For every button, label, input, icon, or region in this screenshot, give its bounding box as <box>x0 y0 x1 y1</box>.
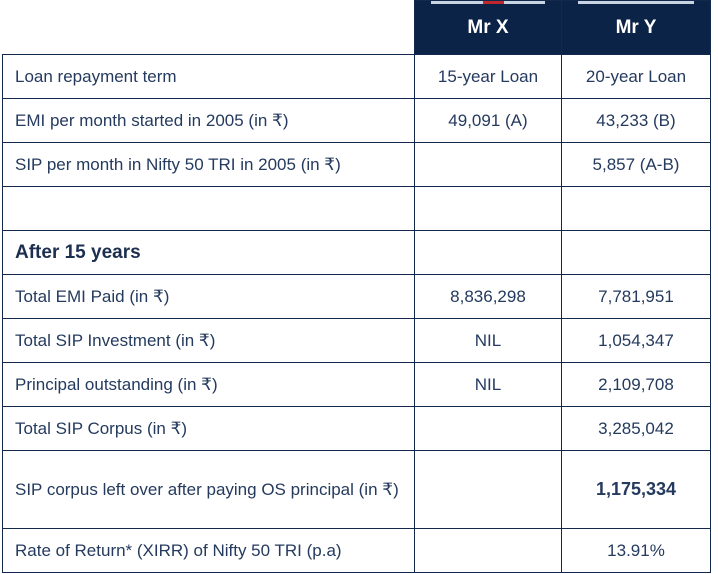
cell-mr-x <box>414 528 562 573</box>
cell-mr-x: 8,836,298 <box>414 274 562 319</box>
row-label: SIP per month in Nifty 50 TRI in 2005 (i… <box>2 142 415 187</box>
row-label: EMI per month started in 2005 (in ₹) <box>2 98 415 143</box>
row-label: Total EMI Paid (in ₹) <box>2 274 415 319</box>
section-heading: After 15 years <box>2 230 415 275</box>
cell-mr-y-highlight: 1,175,334 <box>561 450 711 529</box>
cell-mr-y: 43,233 (B) <box>561 98 711 143</box>
row-label: Total SIP Corpus (in ₹) <box>2 406 415 451</box>
cell-mr-x <box>414 406 562 451</box>
cell-mr-x: NIL <box>414 362 562 407</box>
table-row: Total SIP Corpus (in ₹) 3,285,042 <box>2 406 711 451</box>
table-row: EMI per month started in 2005 (in ₹) 49,… <box>2 98 711 143</box>
cell-mr-y <box>561 230 711 275</box>
cell-mr-x <box>414 450 562 529</box>
table-row: Total EMI Paid (in ₹) 8,836,298 7,781,95… <box>2 274 711 319</box>
header-blank-cell <box>2 0 415 55</box>
header-mr-x: Mr X <box>414 0 562 55</box>
section-heading-row: After 15 years <box>2 230 711 275</box>
cell-mr-y: 2,109,708 <box>561 362 711 407</box>
cell-mr-y: 5,857 (A-B) <box>561 142 711 187</box>
header-mr-x-label: Mr X <box>467 16 509 38</box>
row-label <box>2 186 415 231</box>
cell-mr-x <box>414 186 562 231</box>
table-row: Total SIP Investment (in ₹) NIL 1,054,34… <box>2 318 711 363</box>
table-row-spacer <box>2 186 711 231</box>
row-label: Rate of Return* (XIRR) of Nifty 50 TRI (… <box>2 528 415 573</box>
header-mr-y-label: Mr Y <box>615 16 657 38</box>
cell-mr-y: 7,781,951 <box>561 274 711 319</box>
cell-mr-y: 1,054,347 <box>561 318 711 363</box>
header-mr-y: Mr Y <box>561 0 711 55</box>
row-label: SIP corpus left over after paying OS pri… <box>2 450 415 529</box>
cell-mr-y: 3,285,042 <box>561 406 711 451</box>
row-label: Principal outstanding (in ₹) <box>2 362 415 407</box>
table-row: Rate of Return* (XIRR) of Nifty 50 TRI (… <box>2 528 711 573</box>
header-row: Mr X Mr Y <box>2 0 711 55</box>
row-label: Loan repayment term <box>2 54 415 99</box>
cell-mr-x: 15-year Loan <box>414 54 562 99</box>
cell-mr-x: 49,091 (A) <box>414 98 562 143</box>
table-row: SIP per month in Nifty 50 TRI in 2005 (i… <box>2 142 711 187</box>
table-row: Loan repayment term 15-year Loan 20-year… <box>2 54 711 99</box>
row-label: Total SIP Investment (in ₹) <box>2 318 415 363</box>
cell-mr-y: 13.91% <box>561 528 711 573</box>
cell-mr-y: 20-year Loan <box>561 54 711 99</box>
cell-mr-x <box>414 230 562 275</box>
header-accent-bar <box>431 1 545 4</box>
cell-mr-y <box>561 186 711 231</box>
cell-mr-x <box>414 142 562 187</box>
header-accent-bar <box>578 1 694 4</box>
table-row: Principal outstanding (in ₹) NIL 2,109,7… <box>2 362 711 407</box>
table-row: SIP corpus left over after paying OS pri… <box>2 450 711 529</box>
cell-mr-x: NIL <box>414 318 562 363</box>
